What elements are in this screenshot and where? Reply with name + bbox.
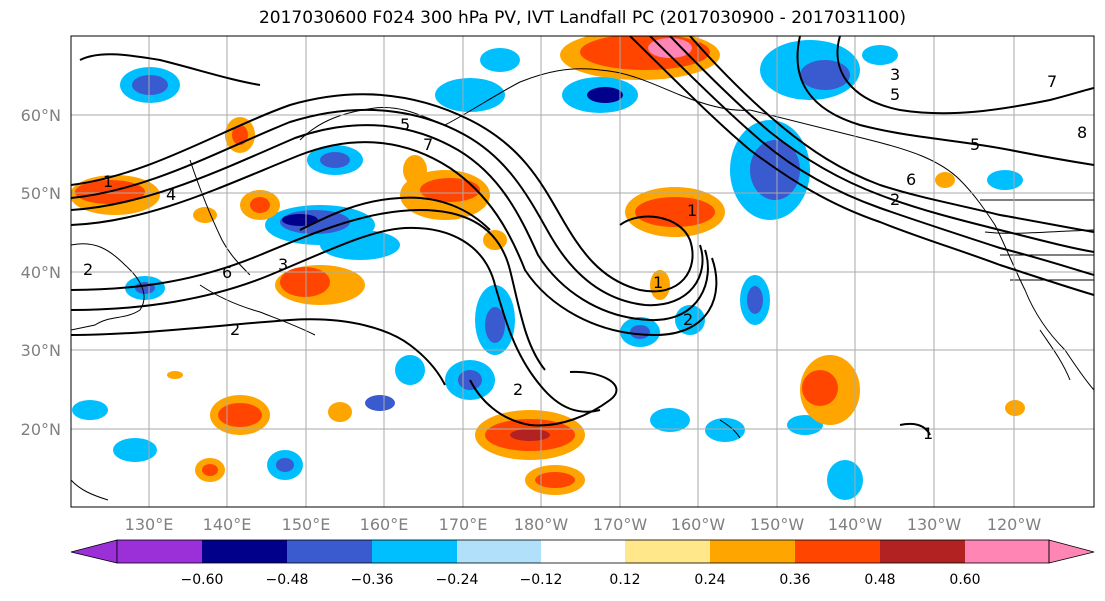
contour-label: 5: [970, 135, 980, 154]
contour-label: 6: [222, 263, 232, 282]
lon-label: 140°E: [203, 515, 252, 534]
colorbar-segment: [457, 540, 541, 563]
plot-title: 2017030600 F024 300 hPa PV, IVT Landfall…: [258, 8, 906, 28]
contour-label: 2: [83, 260, 93, 279]
colorbar-segment: [117, 540, 202, 563]
lat-label: 20°N: [21, 420, 61, 439]
contour-label: 1: [103, 172, 113, 191]
lon-label: 150°E: [282, 515, 331, 534]
colorbar-extend-right: [1048, 539, 1095, 564]
contour-label: 2: [230, 320, 240, 339]
colorbar-segment: [287, 540, 372, 563]
colorbar-segment: [710, 540, 795, 563]
contour-label: 5: [400, 115, 410, 134]
colorbar-segment: [372, 540, 457, 563]
contour-label: 1: [687, 201, 697, 220]
colorbar-tick-label: 0.60: [949, 572, 980, 588]
contour-labels: 1 2 2 2 3 4 5 6 7 1 2 1 3 5 6 7 8 5 2 1: [83, 65, 1087, 443]
lon-label: 140°W: [828, 515, 883, 534]
contour-label: 7: [1047, 72, 1057, 91]
lon-label: 130°W: [907, 515, 962, 534]
contour-label: 7: [423, 135, 433, 154]
lat-label: 60°N: [21, 106, 61, 125]
contour-label: 3: [890, 65, 900, 84]
colorbar-segment: [795, 540, 880, 563]
colorbar-tick-label: 0.12: [609, 572, 640, 588]
colorbar-tick-label: 0.36: [779, 572, 810, 588]
contour-label: 3: [278, 255, 288, 274]
contour-label: 2: [683, 310, 693, 329]
pv-shading: [71, 36, 1025, 500]
lon-label: 170°E: [439, 515, 488, 534]
lon-label: 130°E: [125, 515, 174, 534]
colorbar: −0.60 −0.48 −0.36 −0.24 −0.12 0.12 0.24 …: [70, 539, 1095, 588]
colorbar-tick-label: 0.24: [694, 572, 725, 588]
lon-label: 160°W: [671, 515, 726, 534]
map-frame: [70, 35, 1095, 508]
colorbar-tick-label: −0.12: [520, 572, 563, 588]
contour-label: 1: [653, 273, 663, 292]
ivt-contours: [71, 36, 1094, 436]
contour-label: 4: [166, 185, 176, 204]
colorbar-tick-label: −0.24: [436, 572, 479, 588]
graticule: [71, 36, 1094, 507]
colorbar-segment: [965, 540, 1049, 563]
colorbar-tick-label: 0.48: [864, 572, 895, 588]
colorbar-tick-label: −0.60: [181, 572, 224, 588]
lon-label: 150°W: [750, 515, 805, 534]
lon-label: 120°W: [987, 515, 1042, 534]
colorbar-extend-left: [70, 539, 118, 564]
colorbar-tick-label: −0.36: [351, 572, 394, 588]
lon-label: 170°W: [593, 515, 648, 534]
colorbar-segment: [202, 540, 287, 563]
colorbar-segment: [880, 540, 965, 563]
contour-label: 2: [890, 190, 900, 209]
lon-label: 180°W: [514, 515, 569, 534]
colorbar-segment: [541, 540, 625, 563]
lat-label: 30°N: [21, 341, 61, 360]
contour-label: 2: [513, 380, 523, 399]
colorbar-tick-label: −0.48: [266, 572, 309, 588]
contour-label: 6: [906, 170, 916, 189]
lat-labels: 60°N 50°N 40°N 30°N 20°N: [21, 106, 61, 439]
colorbar-segment: [625, 540, 710, 563]
contour-label: 1: [923, 424, 933, 443]
contour-label: 5: [890, 85, 900, 104]
colorbar-outline: [116, 539, 1050, 564]
contour-label: 8: [1077, 123, 1087, 142]
lat-label: 40°N: [21, 263, 61, 282]
lon-labels: 130°E 140°E 150°E 160°E 170°E 180°W 170°…: [125, 515, 1042, 534]
lon-label: 160°E: [360, 515, 409, 534]
lat-label: 50°N: [21, 184, 61, 203]
